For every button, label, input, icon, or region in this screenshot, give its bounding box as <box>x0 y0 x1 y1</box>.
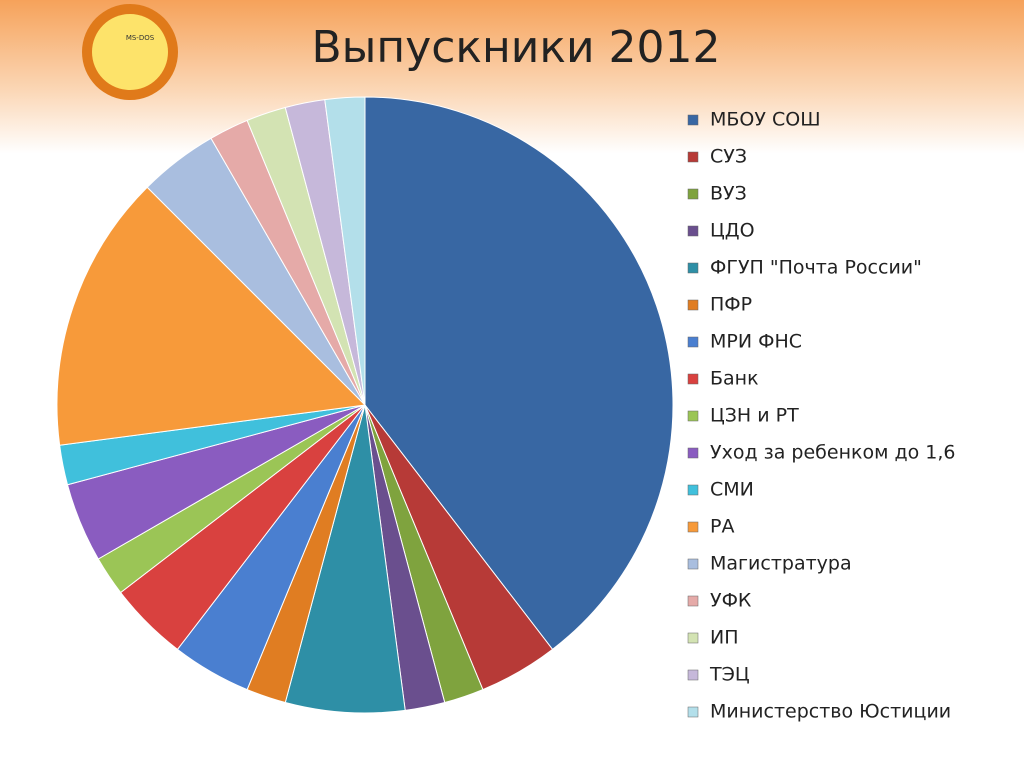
legend-label: Магистратура <box>710 553 852 575</box>
legend-swatch <box>687 558 699 570</box>
pie-slice <box>56 186 367 446</box>
legend-label: Министерство Юстиции <box>710 701 951 723</box>
legend-swatch <box>687 225 699 237</box>
legend-swatch <box>687 632 699 644</box>
legend-swatch <box>687 447 699 459</box>
legend-swatch <box>687 299 699 311</box>
legend-label: МБОУ СОШ <box>710 109 821 131</box>
legend-label: ЦЗН и РТ <box>710 405 799 427</box>
legend-swatch <box>687 336 699 348</box>
legend-label: ВУЗ <box>710 183 747 205</box>
legend-swatch <box>687 262 699 274</box>
legend-swatch <box>687 706 699 718</box>
legend-label: СМИ <box>710 479 754 501</box>
legend: МБОУ СОШ СУЗ ВУЗ ЦДО ФГУП "Почта России" ПФР М… <box>687 109 955 723</box>
legend-label: ТЭЦ <box>709 664 750 686</box>
chart-title: Выпускники 2012 <box>312 22 721 73</box>
legend-label: РА <box>710 516 734 538</box>
legend-swatch <box>687 595 699 607</box>
legend-label: СУЗ <box>710 146 747 168</box>
legend-label: Банк <box>710 368 759 390</box>
legend-swatch <box>687 373 699 385</box>
legend-label: УФК <box>710 590 752 612</box>
legend-label: ПФР <box>710 294 752 316</box>
legend-label: ЦДО <box>710 220 755 242</box>
pie-slice <box>284 404 406 714</box>
pie <box>56 96 674 714</box>
pie-slice <box>364 96 674 651</box>
pie-slice <box>324 96 366 406</box>
legend-swatch <box>687 151 699 163</box>
legend-label: Уход за ребенком до 1,6 <box>710 442 955 464</box>
legend-swatch <box>687 669 699 681</box>
legend-label: ФГУП "Почта России" <box>710 257 922 279</box>
legend-swatch <box>687 521 699 533</box>
legend-swatch <box>687 188 699 200</box>
logo-face <box>92 14 168 90</box>
legend-label: ИП <box>710 627 739 649</box>
legend-label: МРИ ФНС <box>710 331 802 353</box>
legend-swatch <box>687 484 699 496</box>
legend-swatch <box>687 114 699 126</box>
logo: MS-DOS <box>82 4 178 100</box>
legend-swatch <box>687 410 699 422</box>
logo-text: MS-DOS <box>126 34 155 42</box>
